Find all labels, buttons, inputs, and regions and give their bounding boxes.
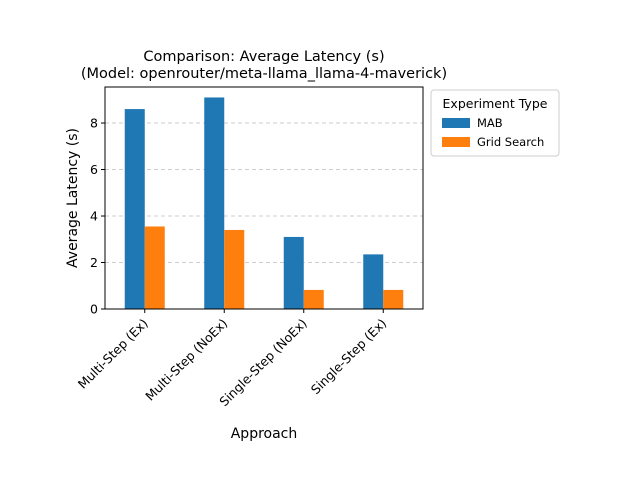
legend-swatch xyxy=(442,118,470,128)
bar-grid-search xyxy=(224,229,245,309)
y-tick-label: 4 xyxy=(90,209,98,224)
y-axis-label: Average Latency (s) xyxy=(65,128,81,268)
bars xyxy=(124,97,404,310)
x-tick-label: Single-Step (Ex) xyxy=(308,316,390,398)
x-axis-label: Approach xyxy=(231,426,298,442)
x-axis-ticks: Multi-Step (Ex)Multi-Step (NoEx)Single-S… xyxy=(75,309,390,410)
bar-mab xyxy=(363,254,384,309)
y-tick-label: 0 xyxy=(90,302,98,317)
y-tick-label: 2 xyxy=(90,255,98,270)
x-tick-label: Multi-Step (Ex) xyxy=(75,316,151,392)
x-tick-label: Single-Step (NoEx) xyxy=(216,316,310,410)
plot-frame xyxy=(104,86,424,310)
bar-grid-search xyxy=(144,226,165,309)
y-axis-ticks: 0 2 4 6 8 xyxy=(90,116,105,317)
bar-mab xyxy=(204,97,225,310)
y-tick-label: 6 xyxy=(90,162,98,177)
bar-mab xyxy=(124,109,145,309)
y-tick-label: 8 xyxy=(90,116,98,131)
legend-entry-label: Grid Search xyxy=(477,135,544,149)
chart-title-line2: (Model: openrouter/meta-llama_llama-4-ma… xyxy=(81,66,447,82)
bar-mab xyxy=(283,236,304,309)
legend-title: Experiment Type xyxy=(443,96,548,111)
legend-swatch xyxy=(442,137,470,147)
legend: Experiment Type MAB Grid Search xyxy=(430,89,560,157)
bar-grid-search xyxy=(383,289,404,309)
bar-grid-search xyxy=(303,289,324,309)
legend-entry-label: MAB xyxy=(477,116,503,130)
chart-title-line1: Comparison: Average Latency (s) xyxy=(143,49,384,65)
x-tick-label: Multi-Step (NoEx) xyxy=(142,316,230,404)
